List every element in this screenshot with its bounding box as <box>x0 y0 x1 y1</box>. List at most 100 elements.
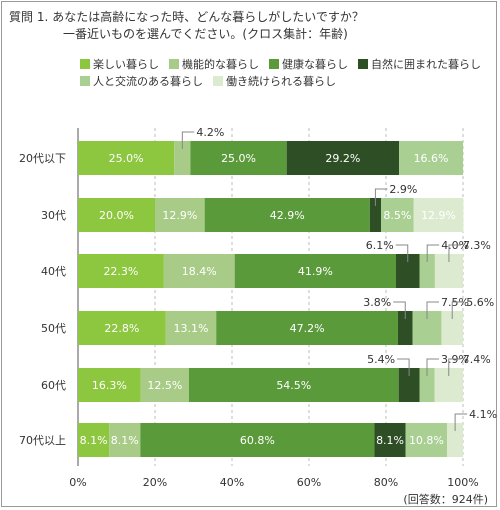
bar-segment <box>419 254 435 288</box>
data-label: 8.1% <box>80 434 108 447</box>
legend-item: 働き続けられる暮らし <box>213 73 336 90</box>
bar-segment <box>380 198 414 232</box>
data-label: 12.5% <box>147 379 182 392</box>
question-number: 質問 1. <box>9 10 49 24</box>
bar-segment <box>188 368 399 402</box>
category-label: 70代以上 <box>19 434 66 447</box>
bar-segment <box>204 198 370 232</box>
bar-segment <box>419 368 435 402</box>
legend-item: 人と交流のある暮らし <box>80 73 203 90</box>
bar-segment <box>174 141 191 175</box>
x-tick-label: 60% <box>297 476 321 489</box>
bar-segment <box>413 198 464 232</box>
data-label: 25.0% <box>109 152 144 165</box>
data-label: 4.2% <box>196 126 224 139</box>
leader-line <box>393 301 406 319</box>
data-label: 18.4% <box>182 265 217 278</box>
legend-swatch <box>269 59 279 69</box>
legend-swatch <box>358 59 368 69</box>
bar-segment <box>396 254 420 288</box>
data-label: 22.8% <box>104 322 139 335</box>
data-label: 8.1% <box>376 434 404 447</box>
bar-segment <box>447 423 463 457</box>
bar-segment <box>405 423 448 457</box>
legend-swatch <box>80 76 90 86</box>
data-label: 8.1% <box>111 434 139 447</box>
leader-line <box>448 358 461 376</box>
bar-segment <box>441 311 463 345</box>
data-label: 12.9% <box>421 209 456 222</box>
data-label: 16.6% <box>414 152 449 165</box>
bar-segment <box>78 141 175 175</box>
legend-swatch <box>169 59 179 69</box>
leader-line <box>448 244 461 262</box>
leader-line <box>451 301 465 319</box>
bar-segment <box>78 311 166 345</box>
legend-item: 自然に囲まれた暮らし <box>358 56 481 73</box>
leader-line <box>426 358 440 376</box>
bar-segment <box>78 368 141 402</box>
data-label: 22.3% <box>103 265 138 278</box>
data-label: 10.8% <box>409 434 444 447</box>
leader-line <box>397 358 410 376</box>
data-label: 5.4% <box>367 353 395 366</box>
data-label: 5.6% <box>466 296 494 309</box>
leader-line <box>181 131 195 149</box>
bar-segment <box>369 198 381 232</box>
category-label: 20代以下 <box>19 152 66 165</box>
legend-label: 自然に囲まれた暮らし <box>371 58 481 71</box>
bar-segment <box>397 311 413 345</box>
bar-segment <box>78 198 155 232</box>
bar-segment <box>78 423 110 457</box>
data-label: 16.3% <box>92 379 127 392</box>
data-label: 20.0% <box>99 209 134 222</box>
bar-segment <box>398 368 420 402</box>
bar-segment <box>216 311 398 345</box>
legend-item: 健康な暮らし <box>269 56 348 73</box>
data-label: 41.9% <box>298 265 333 278</box>
legend-label: 機能的な暮らし <box>182 58 259 71</box>
category-label: 30代 <box>41 209 66 222</box>
category-label: 50代 <box>41 322 66 335</box>
leader-line <box>426 244 440 262</box>
category-label: 40代 <box>41 265 66 278</box>
data-label: 3.8% <box>363 296 391 309</box>
x-tick-label: 100% <box>447 476 478 489</box>
legend-swatch <box>213 76 223 86</box>
legend-label: 働き続けられる暮らし <box>226 75 336 88</box>
leader-line <box>454 413 468 431</box>
data-label: 13.1% <box>174 322 209 335</box>
bar-segment <box>78 254 164 288</box>
bar-segment <box>140 368 189 402</box>
data-label: 29.2% <box>325 152 360 165</box>
question-title: 質問 1. あなたは高齢になった時、どんな暮らしがしたいですか？ 一番近いものを選… <box>9 9 364 43</box>
data-label: 4.1% <box>469 408 497 421</box>
legend-item: 楽しい暮らし <box>80 56 159 73</box>
bar-segment <box>286 141 400 175</box>
data-label: 12.9% <box>162 209 197 222</box>
chart-legend: 楽しい暮らし 機能的な暮らし 健康な暮らし 自然に囲まれた暮らし人と交流のある暮らし 働… <box>80 56 494 90</box>
bar-segment <box>234 254 397 288</box>
data-label: 7.4% <box>463 353 491 366</box>
bar-segment <box>140 423 375 457</box>
data-label: 8.5% <box>383 209 411 222</box>
legend-swatch <box>80 59 90 69</box>
bar-segment <box>165 311 217 345</box>
x-tick-label: 0% <box>69 476 86 489</box>
bar-segment <box>155 198 205 232</box>
data-label: 2.9% <box>389 183 417 196</box>
data-label: 54.5% <box>276 379 311 392</box>
question-instruction: 一番近いものを選んでください。(クロス集計：年齢) <box>63 27 348 41</box>
data-label: 7.3% <box>463 239 491 252</box>
bar-segment <box>374 423 406 457</box>
bar-segment <box>399 141 463 175</box>
data-label: 42.9% <box>270 209 305 222</box>
leader-line <box>374 188 388 206</box>
bar-segment <box>109 423 141 457</box>
bar-segment <box>163 254 235 288</box>
question-text: あなたは高齢になった時、どんな暮らしがしたいですか？ <box>52 10 364 24</box>
legend-item: 機能的な暮らし <box>169 56 259 73</box>
legend-label: 人と交流のある暮らし <box>93 75 203 88</box>
x-tick-label: 20% <box>143 476 167 489</box>
